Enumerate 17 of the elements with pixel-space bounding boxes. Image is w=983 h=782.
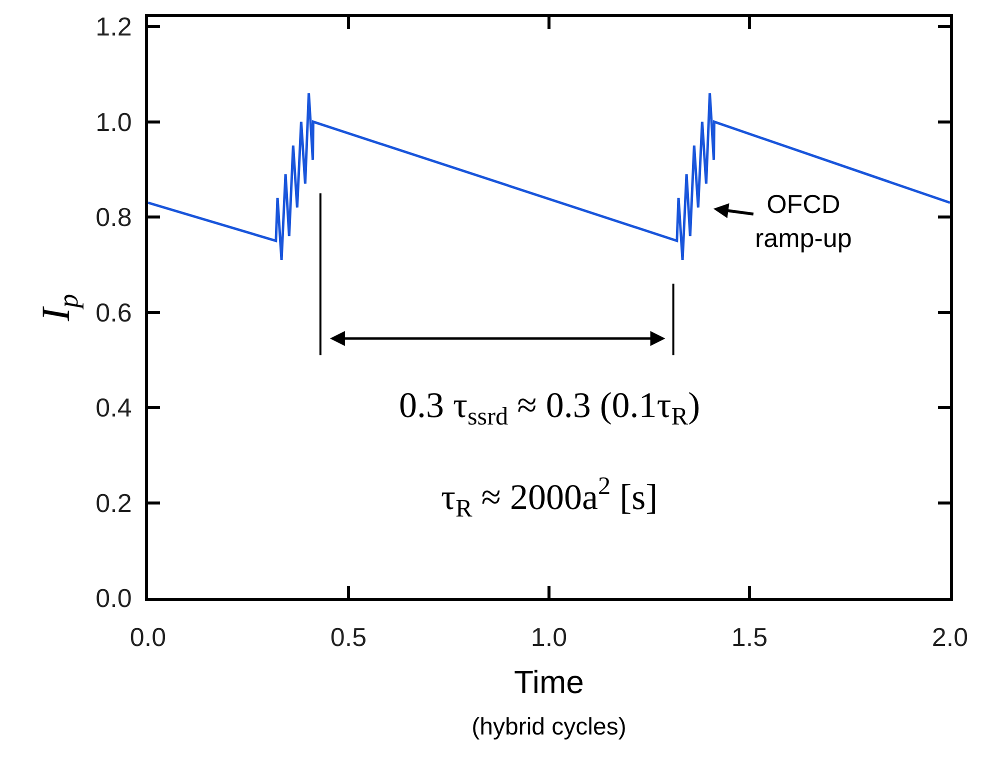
y-tick-label: 1.0 xyxy=(96,106,132,137)
x-tick-label: 0.5 xyxy=(330,622,367,652)
x-tick-label: 2.0 xyxy=(932,622,968,652)
y-tick-label: 0.4 xyxy=(96,392,132,423)
y-tick-label: 0.0 xyxy=(96,583,132,614)
y-tick-label: 0.2 xyxy=(96,488,132,518)
y-tick-label: 0.6 xyxy=(96,297,132,328)
annotation: OFCD ramp-up xyxy=(755,189,852,253)
annotation: τ$_{R}$ ≈ 2000a$^{2}$ [s] xyxy=(441,473,658,523)
annotation: 0.3 τ$_{ssrd}$ ≈ 0.3 (0.1τ$_{R}$) xyxy=(399,385,700,431)
x-tick-label: 1.0 xyxy=(530,622,568,652)
y-tick-label: 1.2 xyxy=(96,12,132,42)
line-series xyxy=(148,92,950,262)
x-tick-label: 0.0 xyxy=(130,622,166,652)
x-axis-title: Time (hybrid cycles) xyxy=(472,664,626,741)
x-tick-label: 1.5 xyxy=(731,622,768,652)
y-tick-label: 0.8 xyxy=(96,202,132,232)
